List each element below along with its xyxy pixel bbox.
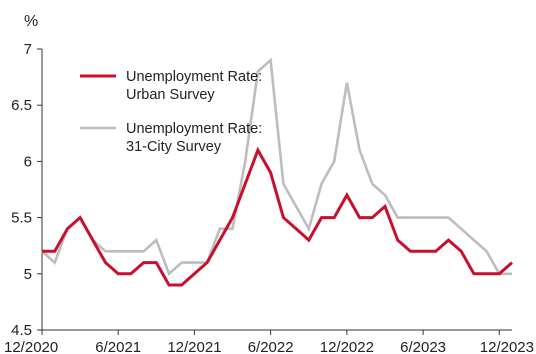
- legend-label: Urban Survey: [126, 87, 215, 103]
- x-axis: 12/2020 6/2021 12/2021 6/2022 12/2022 6/2023 1…: [4, 329, 534, 354]
- legend-item-urban-survey: Unemployment Rate: Urban Survey: [80, 69, 262, 103]
- y-tick-label: 6: [24, 153, 32, 170]
- y-tick-label: 5.5: [11, 210, 32, 227]
- series-lines: [41, 57, 513, 287]
- y-tick-label: 6.5: [11, 97, 32, 114]
- series-line-31-city-survey: [41, 57, 512, 277]
- legend: Unemployment Rate:Urban SurveyUnemployme…: [80, 69, 262, 155]
- x-tick-label: 12/2020: [4, 339, 58, 354]
- x-tick-label: 6/2023: [400, 339, 446, 354]
- y-tick-label: 7: [24, 41, 32, 58]
- legend-label: 31-City Survey: [126, 139, 222, 155]
- y-axis: 4.5 5 5.5 6 6.5 7: [11, 41, 43, 339]
- x-tick-label: 12/2021: [167, 339, 221, 354]
- x-tick-label: 12/2023: [480, 339, 534, 354]
- y-tick-label: 5: [24, 266, 32, 283]
- series-line-urban-survey: [42, 146, 513, 287]
- x-tick-label: 12/2022: [320, 339, 374, 354]
- legend-label: Unemployment Rate:: [126, 121, 262, 137]
- x-tick-label: 6/2021: [95, 339, 141, 354]
- legend-label: Unemployment Rate:: [126, 69, 262, 85]
- legend-item-31-city-survey: Unemployment Rate: 31-City Survey: [80, 121, 262, 155]
- y-tick-label: 4.5: [11, 322, 32, 339]
- y-axis-unit-label: %: [24, 13, 38, 30]
- x-tick-label: 6/2022: [248, 339, 294, 354]
